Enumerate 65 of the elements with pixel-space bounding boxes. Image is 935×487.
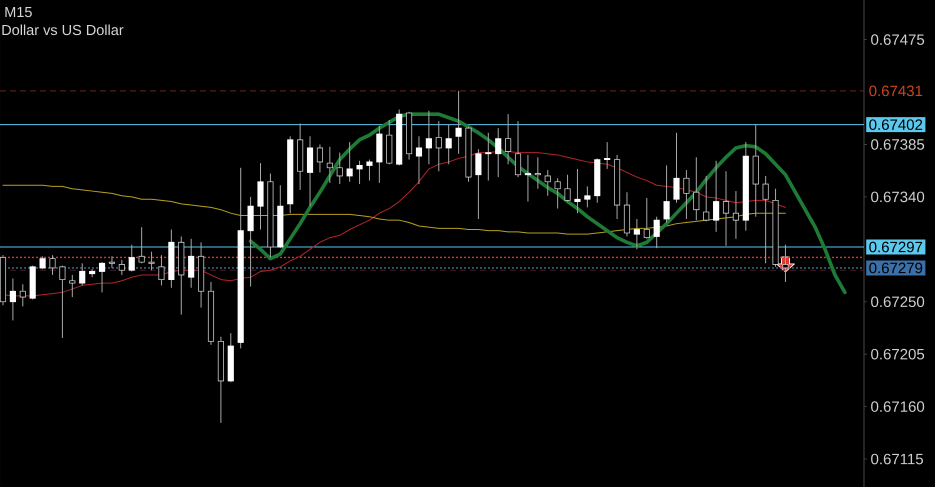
y-tick-label: 0.67205 (871, 348, 924, 360)
candlestick (713, 160, 720, 232)
candlestick (20, 284, 26, 307)
y-tick-label: 0.67160 (871, 401, 924, 412)
candlestick (654, 216, 660, 249)
candlestick (40, 256, 46, 270)
ref-line-label: 0.67297 (869, 242, 922, 252)
candlestick (158, 254, 165, 286)
candlestick (534, 156, 541, 190)
candlestick (426, 110, 432, 165)
ref-line-label: 0.67279 (869, 262, 922, 274)
y-tick-label: 0.67475 (871, 34, 924, 45)
candlestick (732, 190, 739, 240)
candlestick (485, 132, 492, 182)
candlestick (505, 114, 512, 165)
candlestick (148, 251, 155, 271)
candlestick (336, 152, 343, 185)
candlestick (346, 142, 353, 182)
candlestick (604, 142, 610, 170)
candlestick (366, 159, 373, 182)
candlestick (495, 128, 502, 178)
y-tick-label: 0.67250 (871, 296, 924, 308)
candlestick (782, 244, 789, 282)
candlestick (514, 120, 522, 178)
candlestick (59, 265, 66, 338)
y-tick-label: 0.67385 (871, 139, 924, 150)
candlestick (138, 226, 145, 264)
candlestick (644, 198, 650, 240)
candlestick (544, 170, 551, 196)
candlestick (356, 160, 363, 185)
candlestick (693, 156, 700, 221)
candlestick (584, 186, 590, 208)
y-tick-label: 0.67340 (871, 192, 924, 202)
candlestick (634, 218, 640, 250)
candlestick (475, 148, 482, 220)
candlestick (108, 256, 116, 268)
candlestick (316, 144, 324, 173)
candlestick (128, 244, 135, 272)
candlestick (188, 238, 194, 288)
candlestick (564, 174, 571, 202)
candlestick (49, 254, 56, 276)
candlestick (722, 170, 730, 246)
candlestick (326, 146, 333, 184)
text: Dollar vs US Dollar (2, 24, 124, 36)
candlestick (683, 170, 690, 220)
candlestick (436, 120, 442, 172)
chart-title: M15 (5, 7, 32, 18)
candlestick (703, 175, 710, 222)
candlestick (554, 178, 561, 210)
candlestick (98, 262, 106, 293)
candlestick (79, 262, 86, 286)
candlestick (118, 259, 125, 276)
candlestick (10, 278, 16, 321)
candlestick (762, 175, 769, 264)
candlestick (69, 274, 76, 298)
candlestick (446, 124, 452, 165)
candlestick (664, 164, 670, 224)
y-tick-label: 0.67115 (871, 454, 923, 464)
ref-line-label: 0.67402 (869, 119, 922, 130)
candlestick (524, 154, 532, 202)
candlestick (574, 168, 581, 214)
candlestick (673, 132, 680, 204)
ref-line-label: 0.67431 (869, 86, 922, 96)
candlestick (456, 90, 462, 154)
candlestick (416, 136, 422, 185)
